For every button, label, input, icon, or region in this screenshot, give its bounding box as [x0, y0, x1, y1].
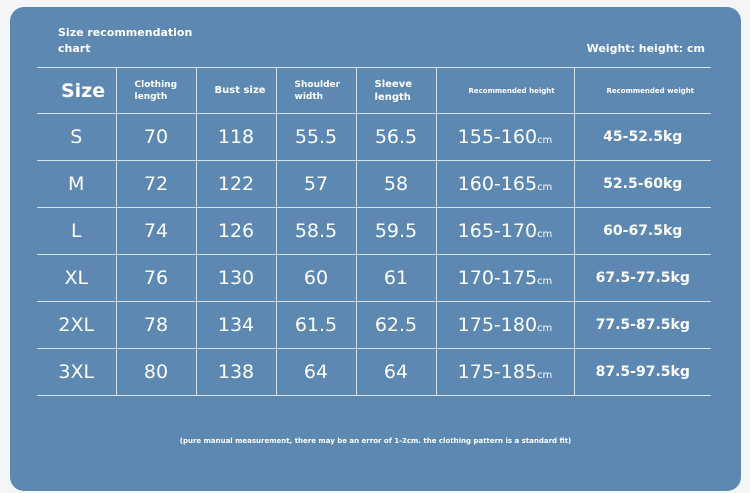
header-recommended-height: Recommended height	[435, 67, 574, 114]
shoulder-cell: 55.5	[275, 113, 356, 161]
shoulder-cell: 61.5	[275, 301, 356, 349]
height-unit: cm	[537, 276, 553, 287]
sleeve-cell: 59.5	[355, 207, 436, 255]
header-bust-size: Bust size	[195, 67, 276, 114]
height-cell: 175-180cm	[435, 301, 574, 349]
height-value: 175-180	[457, 314, 538, 336]
bust-cell: 138	[195, 348, 276, 396]
height-value: 170-175	[457, 267, 538, 289]
weight-cell: 60-67.5kg	[573, 207, 711, 255]
size-chart-card: Size recommendation chart Weight: height…	[10, 7, 741, 491]
table-row: L 74 126 58.5 59.5 165-170cm 60-67.5kg	[37, 207, 711, 255]
header-clothing-length: Clothing length	[115, 67, 196, 114]
sleeve-cell: 62.5	[355, 301, 436, 349]
height-unit: cm	[537, 229, 553, 240]
table-row: 2XL 78 134 61.5 62.5 175-180cm 77.5-87.5…	[37, 301, 711, 349]
footnote: (pure manual measurement, there may be a…	[179, 437, 572, 445]
height-unit: cm	[537, 323, 553, 334]
weight-cell: 45-52.5kg	[573, 113, 711, 161]
height-cell: 165-170cm	[435, 207, 574, 255]
height-value: 165-170	[457, 220, 538, 242]
bust-cell: 122	[195, 160, 276, 208]
clothing-length-cell: 72	[115, 160, 196, 208]
weight-cell: 52.5-60kg	[573, 160, 711, 208]
header-shoulder-width: Shoulder width	[275, 67, 356, 114]
table-header-row: Size Clothing length Bust size Shoulder …	[37, 67, 711, 114]
shoulder-cell: 64	[275, 348, 356, 396]
height-value: 160-165	[457, 173, 538, 195]
table-row: XL 76 130 60 61 170-175cm 67.5-77.5kg	[37, 254, 711, 302]
clothing-length-cell: 76	[115, 254, 196, 302]
header-sleeve-length: Sleeve length	[355, 67, 436, 114]
height-value: 175-185	[457, 361, 538, 383]
sleeve-cell: 64	[355, 348, 436, 396]
bust-cell: 130	[195, 254, 276, 302]
table-row: S 70 118 55.5 56.5 155-160cm 45-52.5kg	[37, 113, 711, 161]
size-cell: L	[37, 207, 116, 255]
size-cell: 3XL	[37, 348, 116, 396]
header-size: Size	[37, 67, 116, 114]
weight-cell: 87.5-97.5kg	[573, 348, 711, 396]
height-value: 155-160	[457, 126, 538, 148]
height-unit: cm	[537, 182, 553, 193]
bust-cell: 126	[195, 207, 276, 255]
clothing-length-cell: 80	[115, 348, 196, 396]
shoulder-cell: 60	[275, 254, 356, 302]
shoulder-cell: 57	[275, 160, 356, 208]
weight-cell: 77.5-87.5kg	[573, 301, 711, 349]
shoulder-cell: 58.5	[275, 207, 356, 255]
height-unit: cm	[537, 370, 553, 381]
table-row: 3XL 80 138 64 64 175-185cm 87.5-97.5kg	[37, 348, 711, 396]
table-row: M 72 122 57 58 160-165cm 52.5-60kg	[37, 160, 711, 208]
height-cell: 160-165cm	[435, 160, 574, 208]
chart-title: Size recommendation chart	[58, 26, 193, 55]
size-cell: XL	[37, 254, 116, 302]
clothing-length-cell: 74	[115, 207, 196, 255]
height-cell: 155-160cm	[435, 113, 574, 161]
size-cell: 2XL	[37, 301, 116, 349]
clothing-length-cell: 70	[115, 113, 196, 161]
clothing-length-cell: 78	[115, 301, 196, 349]
sleeve-cell: 58	[355, 160, 436, 208]
sleeve-cell: 56.5	[355, 113, 436, 161]
height-cell: 170-175cm	[435, 254, 574, 302]
bust-cell: 118	[195, 113, 276, 161]
height-cell: 175-185cm	[435, 348, 574, 396]
size-table: Size Clothing length Bust size Shoulder …	[37, 67, 711, 396]
height-unit: cm	[537, 135, 553, 146]
size-cell: M	[37, 160, 116, 208]
unit-note: Weight: height: cm	[586, 42, 705, 55]
size-cell: S	[37, 113, 116, 161]
bust-cell: 134	[195, 301, 276, 349]
header-recommended-weight: Recommended weight	[573, 67, 711, 114]
weight-cell: 67.5-77.5kg	[573, 254, 711, 302]
sleeve-cell: 61	[355, 254, 436, 302]
